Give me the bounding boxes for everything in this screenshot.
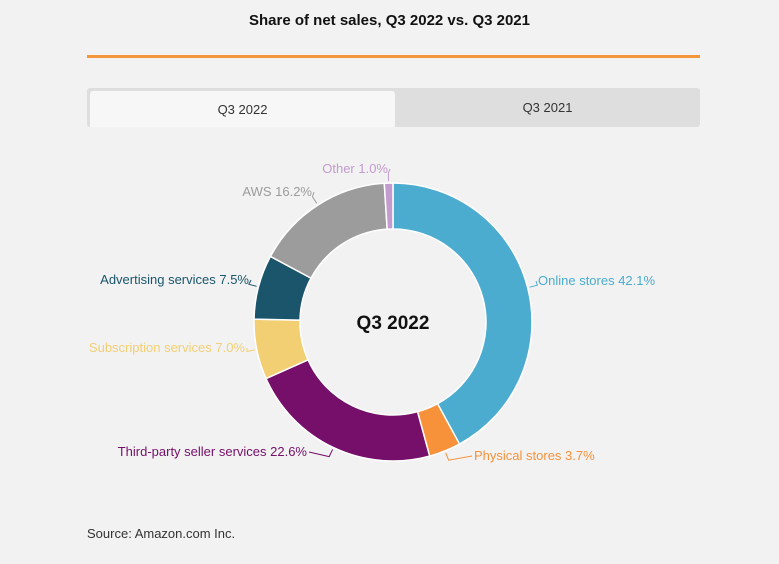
leader-aws	[311, 191, 318, 204]
leader-third-party-seller-services	[308, 449, 334, 458]
title-divider	[87, 55, 700, 58]
tab-q3-2022[interactable]: Q3 2022	[90, 91, 395, 127]
label-third-party-seller-services: Third-party seller services 22.6%	[118, 444, 308, 459]
leader-physical-stores	[445, 452, 473, 461]
slice-other[interactable]	[383, 182, 394, 230]
donut-chart: Online stores 42.1% Physical stores 3.7% T…	[89, 161, 656, 463]
label-advertising-services: Advertising services 7.5%	[100, 272, 249, 287]
label-aws: AWS 16.2%	[242, 184, 312, 199]
leader-other	[387, 168, 391, 182]
label-subscription-services: Subscription services 7.0%	[89, 340, 246, 355]
leader-online-stores	[529, 280, 539, 288]
chart-title: Share of net sales, Q3 2022 vs. Q3 2021	[248, 12, 530, 29]
donut-center-label: Q3 2022	[357, 313, 430, 334]
source-note: Source: Amazon.com Inc.	[87, 526, 236, 541]
slice-online-stores[interactable]	[392, 182, 533, 446]
leader-subscription-services	[246, 347, 255, 353]
donut-slices	[253, 182, 533, 462]
leader-advertising-services	[248, 279, 257, 287]
period-tabs: Q3 2022 Q3 2021	[87, 88, 700, 127]
tab-q3-2021[interactable]: Q3 2021	[522, 100, 573, 115]
label-physical-stores: Physical stores 3.7%	[474, 448, 595, 463]
label-other: Other 1.0%	[322, 161, 388, 176]
slice-labels: Online stores 42.1% Physical stores 3.7% T…	[89, 161, 656, 463]
label-leader-lines	[246, 168, 539, 461]
label-online-stores: Online stores 42.1%	[538, 273, 656, 288]
